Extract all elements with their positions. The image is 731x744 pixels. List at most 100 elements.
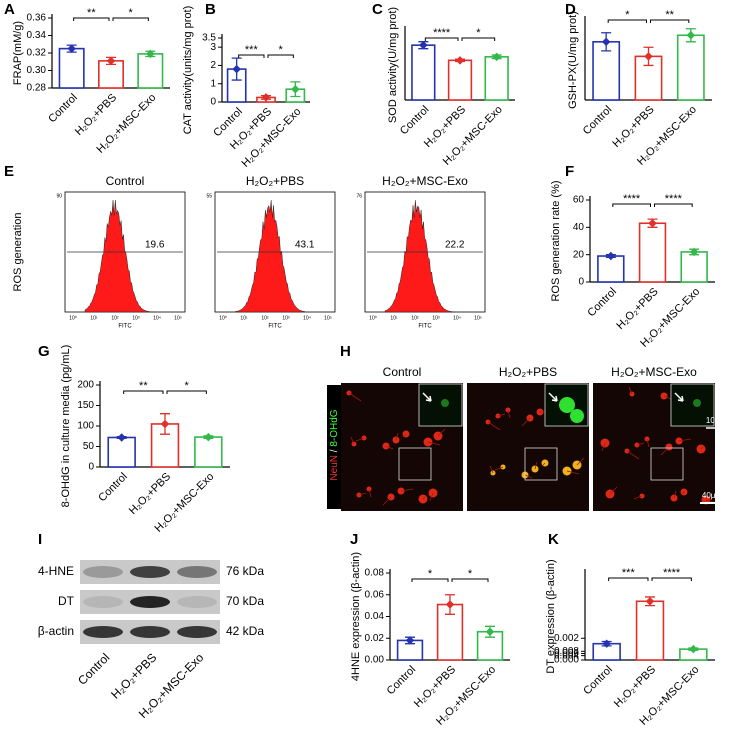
y-tick-label: 150 [77,400,94,411]
y-tick-label: 0.32 [27,48,47,59]
bar [447,59,473,101]
flow-x-label: FITC [418,324,432,330]
neurite [601,442,606,452]
significance-label: **** [663,567,681,579]
color-swatch [106,56,116,66]
neurite [358,492,367,496]
significance-bracket [612,203,651,207]
green-cell [559,397,575,413]
band-size: 76 kDa [226,564,264,578]
neurite [524,474,533,479]
y-tick-label: 3 [210,42,216,53]
y-tick-label: 0.08 [365,568,385,579]
gate-value: 43.1 [295,240,315,251]
y-axis-label: SOD activity(U/mg prot) [387,7,399,123]
x-tick-label: Control [46,92,80,126]
color-swatch [160,419,170,429]
x-tick-label: Control [398,104,432,138]
color-swatch [445,600,455,609]
y-tick-label: 0 [88,462,94,473]
significance-label: * [625,9,630,21]
significance-bracket [607,19,647,23]
color-swatch [204,432,213,442]
arrow [422,392,432,402]
roi-box [650,447,684,481]
stain-bg [327,385,341,509]
significance-bracket [73,17,110,21]
y-tick-label: 0.34 [27,30,47,41]
color-swatch [419,40,428,50]
color-swatch [645,597,655,606]
color-swatch [146,49,155,59]
significance-bracket [608,577,649,581]
neurite [385,445,394,450]
band-name: DT [58,594,75,608]
gate-value: 22.2 [445,240,465,251]
y-tick-label: 0.28 [27,83,47,94]
stain-label: NeuN / 8-OHdG [329,409,340,480]
panel-letter: C [372,1,383,18]
gate-value: 19.6 [145,240,165,251]
significance-bracket [651,577,692,581]
significance-label: * [476,27,481,39]
neurite [673,490,677,499]
x-tick-label: H₂O₂+PBS [612,664,658,710]
roi-box [398,447,432,481]
neurite [348,392,362,402]
flow-histogram [384,200,456,313]
color-swatch [117,433,126,442]
flow-x-tick: 10¹ [90,315,98,321]
y-tick-label: 0.002 [554,633,579,644]
y-tick-label: 2 [210,60,216,71]
band-name: β-actin [38,624,74,638]
panel-letter: D [565,1,576,18]
y-tick-label: 0.36 [27,13,47,24]
neurite [355,437,365,442]
significance-bracket [123,390,164,394]
neurite [429,492,434,502]
significance-label: **** [433,27,451,39]
flow-x-tick: 10⁵ [474,315,482,321]
neurite [541,462,546,467]
y-tick-label: 0.04 [365,611,385,622]
x-tick-label: Control [585,286,619,320]
y-tick-label: 0.06 [365,589,385,600]
neurite [646,438,650,448]
flow-x-tick: 10³ [432,315,440,321]
band-name: 4-HNE [38,564,74,578]
flow-x-tick: 10³ [282,315,290,321]
neurite [427,441,441,446]
y-tick-label: 3.5 [202,33,216,44]
flow-x-tick: 10¹ [240,315,248,321]
blot-band [177,626,217,638]
significance-label: *** [622,567,636,579]
flow-ymax: 76 [356,193,362,199]
bar [484,56,509,101]
significance-bracket [166,390,207,394]
y-tick-label: 200 [77,380,94,391]
significance-bracket [461,37,496,41]
panel-letter: F [565,163,574,180]
color-swatch [67,44,76,53]
bar [638,222,667,283]
green-cell [570,409,584,423]
flow-title: Control [106,174,145,188]
significance-label: ** [139,380,148,392]
neurite [402,433,407,438]
significance-label: * [279,44,284,56]
significance-bracket [112,17,149,21]
roi-box [524,447,558,481]
neurite [678,438,692,442]
significance-label: *** [245,44,259,56]
y-tick-label: 60 [573,195,585,206]
color-swatch [232,64,241,74]
neurite [487,421,501,431]
neurite [534,461,538,470]
flow-title: H₂O₂+MSC-Exo [382,174,468,188]
y-tick-label: 40 [573,222,585,233]
bar [98,60,124,89]
blot-band [83,626,123,638]
blot-band [130,626,170,638]
y-tick-label: 0.008 [554,646,579,657]
x-tick-label: Control [96,471,130,505]
